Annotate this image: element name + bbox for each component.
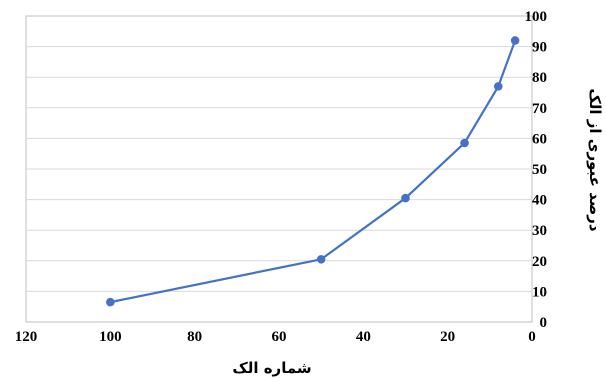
y-tick-label: 80 bbox=[532, 70, 547, 86]
x-tick-label: 100 bbox=[99, 329, 122, 345]
x-tick-label: 0 bbox=[528, 329, 536, 345]
y-axis-tick-labels: 0 10 20 30 40 50 60 70 80 90 100 bbox=[525, 9, 548, 331]
x-tick-label: 40 bbox=[356, 329, 371, 345]
data-point bbox=[460, 138, 469, 148]
data-point bbox=[401, 193, 410, 203]
x-tick-label: 20 bbox=[440, 329, 455, 345]
y-axis-title: درصد عبوری از الک bbox=[586, 88, 604, 232]
x-axis-tick-labels: 120 100 80 60 40 20 0 bbox=[15, 329, 536, 345]
data-point bbox=[493, 82, 503, 91]
x-tick-label: 80 bbox=[187, 329, 202, 345]
data-point bbox=[106, 297, 115, 307]
y-tick-label: 50 bbox=[532, 162, 547, 178]
y-tick-label: 100 bbox=[525, 9, 548, 25]
y-tick-label: 70 bbox=[532, 101, 547, 117]
series-line bbox=[110, 40, 517, 304]
y-tick-label: 40 bbox=[532, 193, 547, 209]
data-point bbox=[510, 36, 520, 45]
data-point bbox=[316, 254, 326, 264]
y-tick-label: 60 bbox=[532, 131, 547, 147]
y-tick-label: 10 bbox=[532, 284, 547, 300]
x-tick-label: 120 bbox=[15, 329, 38, 345]
y-tick-label: 90 bbox=[532, 40, 547, 56]
series-group bbox=[106, 36, 520, 307]
y-tick-label: 20 bbox=[532, 254, 547, 270]
grid-lines bbox=[26, 46, 532, 292]
y-tick-label: 0 bbox=[540, 315, 548, 331]
x-axis-title: شماره الک bbox=[232, 359, 311, 377]
y-tick-label: 30 bbox=[532, 223, 547, 239]
x-tick-label: 60 bbox=[272, 329, 287, 345]
